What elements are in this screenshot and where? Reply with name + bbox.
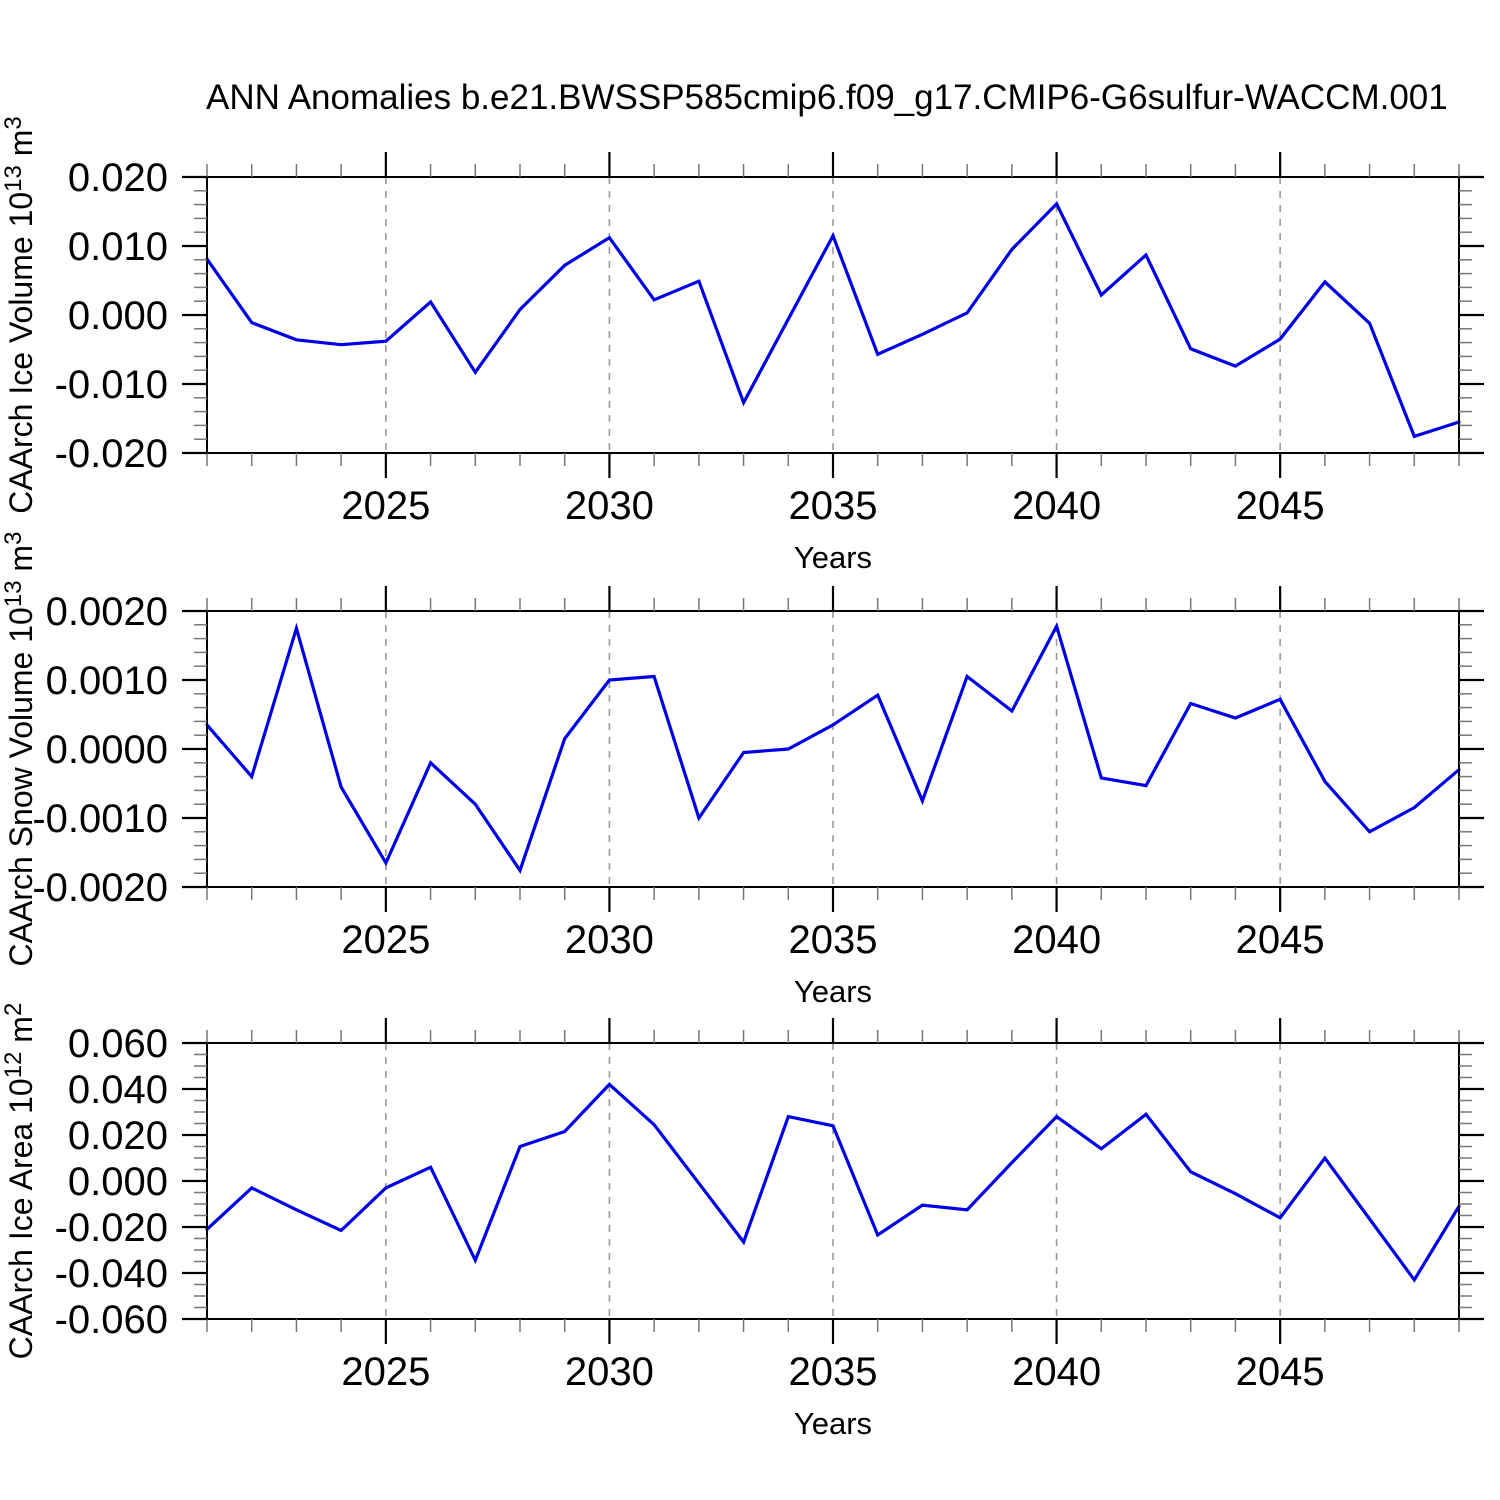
x-tick-label: 2025 bbox=[341, 1350, 430, 1394]
y-tick-label: 0.000 bbox=[68, 1160, 168, 1204]
x-tick-label: 2035 bbox=[789, 1350, 878, 1394]
x-tick-label: 2030 bbox=[565, 918, 654, 962]
chart-ice-volume: 0.020 0.010 0.000 -0.010 -0.020 2025 2030 2035 2… bbox=[0, 116, 1484, 575]
y-axis-title: CAArch Snow Volume 1013 m3 bbox=[0, 532, 39, 967]
y-tick-label: 0.0000 bbox=[46, 728, 168, 772]
data-series-line bbox=[205, 1082, 1461, 1283]
x-tick-label: 2035 bbox=[789, 484, 878, 528]
y-tick-label: 0.040 bbox=[68, 1068, 168, 1112]
x-tick-label: 2040 bbox=[1012, 1350, 1101, 1394]
x-axis-title: Years bbox=[794, 1406, 872, 1441]
x-tick-label: 2025 bbox=[341, 918, 430, 962]
x-tick-label: 2040 bbox=[1012, 918, 1101, 962]
x-tick-label: 2045 bbox=[1236, 918, 1325, 962]
x-tick-label: 2025 bbox=[341, 484, 430, 528]
x-tick-label: 2040 bbox=[1012, 484, 1101, 528]
chart-title: ANN Anomalies b.e21.BWSSP585cmip6.f09_g1… bbox=[206, 78, 1448, 117]
y-tick-label: -0.0010 bbox=[32, 797, 168, 841]
y-tick-label: 0.0020 bbox=[46, 590, 168, 634]
y-tick-label: -0.060 bbox=[55, 1298, 168, 1342]
chart-snow-volume: 0.0020 0.0010 0.0000 -0.0010 -0.0020 2025 2030… bbox=[0, 532, 1484, 1009]
plot-frame bbox=[206, 176, 1460, 454]
y-axis-title: CAArch Ice Volume 1013 m3 bbox=[0, 116, 39, 514]
y-tick-label: 0.010 bbox=[68, 225, 168, 269]
x-axis-title: Years bbox=[794, 974, 872, 1009]
data-series-line bbox=[205, 621, 1461, 874]
y-tick-label: -0.020 bbox=[55, 1206, 168, 1250]
x-tick-label: 2030 bbox=[565, 1350, 654, 1394]
y-tick-label: 0.020 bbox=[68, 1114, 168, 1158]
y-tick-label: -0.010 bbox=[55, 363, 168, 407]
y-tick-label: 0.060 bbox=[68, 1022, 168, 1066]
x-tick-label: 2045 bbox=[1236, 1350, 1325, 1394]
y-axis-title: CAArch Ice Area 1012 m2 bbox=[0, 1003, 39, 1360]
y-tick-label: 0.000 bbox=[68, 294, 168, 338]
x-tick-label: 2035 bbox=[789, 918, 878, 962]
y-tick-label: -0.0020 bbox=[32, 866, 168, 910]
y-tick-label: -0.020 bbox=[55, 432, 168, 476]
x-axis-title: Years bbox=[794, 540, 872, 575]
x-tick-label: 2045 bbox=[1236, 484, 1325, 528]
y-tick-label: -0.040 bbox=[55, 1252, 168, 1296]
x-tick-label: 2030 bbox=[565, 484, 654, 528]
plot-frame bbox=[206, 1042, 1460, 1320]
y-tick-label: 0.0010 bbox=[46, 659, 168, 703]
data-series-line bbox=[205, 201, 1461, 439]
y-tick-label: 0.020 bbox=[68, 156, 168, 200]
